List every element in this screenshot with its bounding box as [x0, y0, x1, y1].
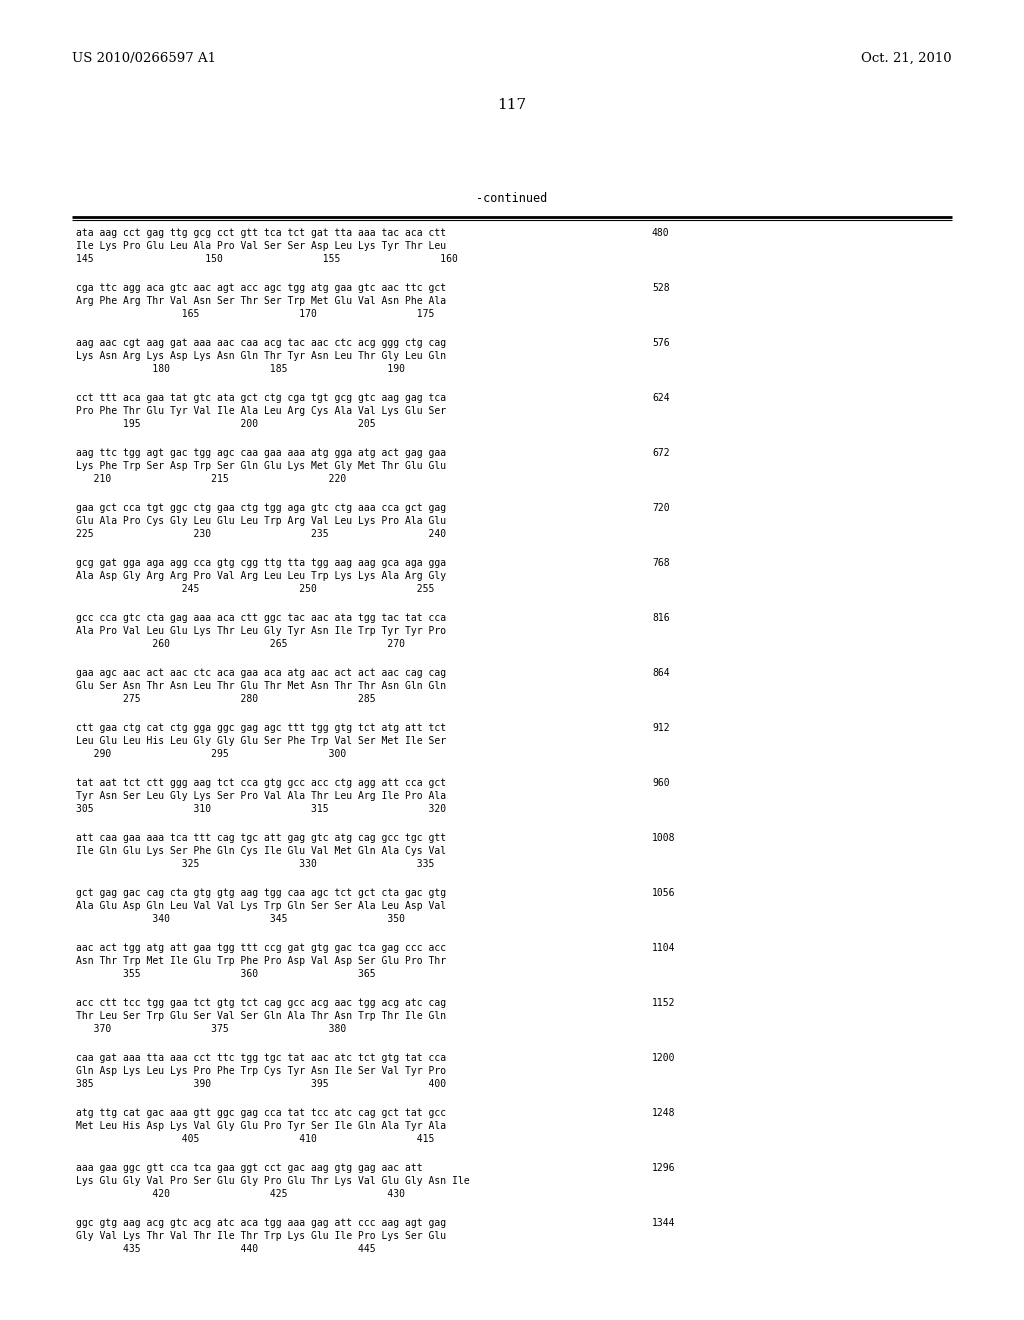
Text: Tyr Asn Ser Leu Gly Lys Ser Pro Val Ala Thr Leu Arg Ile Pro Ala: Tyr Asn Ser Leu Gly Lys Ser Pro Val Ala … — [76, 791, 446, 801]
Text: 1248: 1248 — [652, 1107, 676, 1118]
Text: 1008: 1008 — [652, 833, 676, 843]
Text: 1104: 1104 — [652, 942, 676, 953]
Text: 180                 185                 190: 180 185 190 — [76, 364, 406, 374]
Text: 145                   150                 155                 160: 145 150 155 160 — [76, 253, 458, 264]
Text: 960: 960 — [652, 777, 670, 788]
Text: 370                 375                 380: 370 375 380 — [76, 1024, 346, 1034]
Text: Ala Asp Gly Arg Arg Pro Val Arg Leu Leu Trp Lys Lys Ala Arg Gly: Ala Asp Gly Arg Arg Pro Val Arg Leu Leu … — [76, 572, 446, 581]
Text: gcg gat gga aga agg cca gtg cgg ttg tta tgg aag aag gca aga gga: gcg gat gga aga agg cca gtg cgg ttg tta … — [76, 558, 446, 568]
Text: Lys Glu Gly Val Pro Ser Glu Gly Pro Glu Thr Lys Val Glu Gly Asn Ile: Lys Glu Gly Val Pro Ser Glu Gly Pro Glu … — [76, 1176, 470, 1185]
Text: acc ctt tcc tgg gaa tct gtg tct cag gcc acg aac tgg acg atc cag: acc ctt tcc tgg gaa tct gtg tct cag gcc … — [76, 998, 446, 1008]
Text: 720: 720 — [652, 503, 670, 513]
Text: aag ttc tgg agt gac tgg agc caa gaa aaa atg gga atg act gag gaa: aag ttc tgg agt gac tgg agc caa gaa aaa … — [76, 447, 446, 458]
Text: 864: 864 — [652, 668, 670, 678]
Text: 1296: 1296 — [652, 1163, 676, 1173]
Text: Oct. 21, 2010: Oct. 21, 2010 — [861, 51, 952, 65]
Text: tat aat tct ctt ggg aag tct cca gtg gcc acc ctg agg att cca gct: tat aat tct ctt ggg aag tct cca gtg gcc … — [76, 777, 446, 788]
Text: Arg Phe Arg Thr Val Asn Ser Thr Ser Trp Met Glu Val Asn Phe Ala: Arg Phe Arg Thr Val Asn Ser Thr Ser Trp … — [76, 296, 446, 306]
Text: Glu Ser Asn Thr Asn Leu Thr Glu Thr Met Asn Thr Thr Asn Gln Gln: Glu Ser Asn Thr Asn Leu Thr Glu Thr Met … — [76, 681, 446, 690]
Text: aag aac cgt aag gat aaa aac caa acg tac aac ctc acg ggg ctg cag: aag aac cgt aag gat aaa aac caa acg tac … — [76, 338, 446, 348]
Text: ggc gtg aag acg gtc acg atc aca tgg aaa gag att ccc aag agt gag: ggc gtg aag acg gtc acg atc aca tgg aaa … — [76, 1218, 446, 1228]
Text: 1200: 1200 — [652, 1053, 676, 1063]
Text: 325                 330                 335: 325 330 335 — [76, 859, 434, 869]
Text: caa gat aaa tta aaa cct ttc tgg tgc tat aac atc tct gtg tat cca: caa gat aaa tta aaa cct ttc tgg tgc tat … — [76, 1053, 446, 1063]
Text: Ile Gln Glu Lys Ser Phe Gln Cys Ile Glu Val Met Gln Ala Cys Val: Ile Gln Glu Lys Ser Phe Gln Cys Ile Glu … — [76, 846, 446, 855]
Text: 768: 768 — [652, 558, 670, 568]
Text: Thr Leu Ser Trp Glu Ser Val Ser Gln Ala Thr Asn Trp Thr Ile Gln: Thr Leu Ser Trp Glu Ser Val Ser Gln Ala … — [76, 1011, 446, 1020]
Text: 165                 170                 175: 165 170 175 — [76, 309, 434, 319]
Text: gcc cca gtc cta gag aaa aca ctt ggc tac aac ata tgg tac tat cca: gcc cca gtc cta gag aaa aca ctt ggc tac … — [76, 612, 446, 623]
Text: Ala Glu Asp Gln Leu Val Val Lys Trp Gln Ser Ser Ala Leu Asp Val: Ala Glu Asp Gln Leu Val Val Lys Trp Gln … — [76, 902, 446, 911]
Text: aac act tgg atg att gaa tgg ttt ccg gat gtg gac tca gag ccc acc: aac act tgg atg att gaa tgg ttt ccg gat … — [76, 942, 446, 953]
Text: 260                 265                 270: 260 265 270 — [76, 639, 406, 649]
Text: 435                 440                 445: 435 440 445 — [76, 1243, 376, 1254]
Text: Ile Lys Pro Glu Leu Ala Pro Val Ser Ser Asp Leu Lys Tyr Thr Leu: Ile Lys Pro Glu Leu Ala Pro Val Ser Ser … — [76, 242, 446, 251]
Text: 275                 280                 285: 275 280 285 — [76, 694, 376, 704]
Text: US 2010/0266597 A1: US 2010/0266597 A1 — [72, 51, 216, 65]
Text: 290                 295                 300: 290 295 300 — [76, 748, 346, 759]
Text: 225                 230                 235                 240: 225 230 235 240 — [76, 529, 446, 539]
Text: 385                 390                 395                 400: 385 390 395 400 — [76, 1078, 446, 1089]
Text: gaa agc aac act aac ctc aca gaa aca atg aac act act aac cag cag: gaa agc aac act aac ctc aca gaa aca atg … — [76, 668, 446, 678]
Text: 912: 912 — [652, 723, 670, 733]
Text: 405                 410                 415: 405 410 415 — [76, 1134, 434, 1144]
Text: Leu Glu Leu His Leu Gly Gly Glu Ser Phe Trp Val Ser Met Ile Ser: Leu Glu Leu His Leu Gly Gly Glu Ser Phe … — [76, 737, 446, 746]
Text: Pro Phe Thr Glu Tyr Val Ile Ala Leu Arg Cys Ala Val Lys Glu Ser: Pro Phe Thr Glu Tyr Val Ile Ala Leu Arg … — [76, 407, 446, 416]
Text: 1344: 1344 — [652, 1218, 676, 1228]
Text: 340                 345                 350: 340 345 350 — [76, 913, 406, 924]
Text: Gly Val Lys Thr Val Thr Ile Thr Trp Lys Glu Ile Pro Lys Ser Glu: Gly Val Lys Thr Val Thr Ile Thr Trp Lys … — [76, 1232, 446, 1241]
Text: atg ttg cat gac aaa gtt ggc gag cca tat tcc atc cag gct tat gcc: atg ttg cat gac aaa gtt ggc gag cca tat … — [76, 1107, 446, 1118]
Text: ata aag cct gag ttg gcg cct gtt tca tct gat tta aaa tac aca ctt: ata aag cct gag ttg gcg cct gtt tca tct … — [76, 228, 446, 238]
Text: 1056: 1056 — [652, 888, 676, 898]
Text: Lys Phe Trp Ser Asp Trp Ser Gln Glu Lys Met Gly Met Thr Glu Glu: Lys Phe Trp Ser Asp Trp Ser Gln Glu Lys … — [76, 461, 446, 471]
Text: 117: 117 — [498, 98, 526, 112]
Text: aaa gaa ggc gtt cca tca gaa ggt cct gac aag gtg gag aac att: aaa gaa ggc gtt cca tca gaa ggt cct gac … — [76, 1163, 423, 1173]
Text: 624: 624 — [652, 393, 670, 403]
Text: Gln Asp Lys Leu Lys Pro Phe Trp Cys Tyr Asn Ile Ser Val Tyr Pro: Gln Asp Lys Leu Lys Pro Phe Trp Cys Tyr … — [76, 1067, 446, 1076]
Text: 210                 215                 220: 210 215 220 — [76, 474, 346, 484]
Text: Glu Ala Pro Cys Gly Leu Glu Leu Trp Arg Val Leu Lys Pro Ala Glu: Glu Ala Pro Cys Gly Leu Glu Leu Trp Arg … — [76, 516, 446, 525]
Text: 672: 672 — [652, 447, 670, 458]
Text: 480: 480 — [652, 228, 670, 238]
Text: 1152: 1152 — [652, 998, 676, 1008]
Text: 816: 816 — [652, 612, 670, 623]
Text: Met Leu His Asp Lys Val Gly Glu Pro Tyr Ser Ile Gln Ala Tyr Ala: Met Leu His Asp Lys Val Gly Glu Pro Tyr … — [76, 1121, 446, 1131]
Text: ctt gaa ctg cat ctg gga ggc gag agc ttt tgg gtg tct atg att tct: ctt gaa ctg cat ctg gga ggc gag agc ttt … — [76, 723, 446, 733]
Text: Ala Pro Val Leu Glu Lys Thr Leu Gly Tyr Asn Ile Trp Tyr Tyr Pro: Ala Pro Val Leu Glu Lys Thr Leu Gly Tyr … — [76, 626, 446, 636]
Text: 195                 200                 205: 195 200 205 — [76, 418, 376, 429]
Text: cct ttt aca gaa tat gtc ata gct ctg cga tgt gcg gtc aag gag tca: cct ttt aca gaa tat gtc ata gct ctg cga … — [76, 393, 446, 403]
Text: 355                 360                 365: 355 360 365 — [76, 969, 376, 979]
Text: Asn Thr Trp Met Ile Glu Trp Phe Pro Asp Val Asp Ser Glu Pro Thr: Asn Thr Trp Met Ile Glu Trp Phe Pro Asp … — [76, 956, 446, 966]
Text: gaa gct cca tgt ggc ctg gaa ctg tgg aga gtc ctg aaa cca gct gag: gaa gct cca tgt ggc ctg gaa ctg tgg aga … — [76, 503, 446, 513]
Text: cga ttc agg aca gtc aac agt acc agc tgg atg gaa gtc aac ttc gct: cga ttc agg aca gtc aac agt acc agc tgg … — [76, 282, 446, 293]
Text: att caa gaa aaa tca ttt cag tgc att gag gtc atg cag gcc tgc gtt: att caa gaa aaa tca ttt cag tgc att gag … — [76, 833, 446, 843]
Text: Lys Asn Arg Lys Asp Lys Asn Gln Thr Tyr Asn Leu Thr Gly Leu Gln: Lys Asn Arg Lys Asp Lys Asn Gln Thr Tyr … — [76, 351, 446, 360]
Text: 420                 425                 430: 420 425 430 — [76, 1189, 406, 1199]
Text: 305                 310                 315                 320: 305 310 315 320 — [76, 804, 446, 814]
Text: gct gag gac cag cta gtg gtg aag tgg caa agc tct gct cta gac gtg: gct gag gac cag cta gtg gtg aag tgg caa … — [76, 888, 446, 898]
Text: 576: 576 — [652, 338, 670, 348]
Text: 245                 250                 255: 245 250 255 — [76, 583, 434, 594]
Text: 528: 528 — [652, 282, 670, 293]
Text: -continued: -continued — [476, 191, 548, 205]
